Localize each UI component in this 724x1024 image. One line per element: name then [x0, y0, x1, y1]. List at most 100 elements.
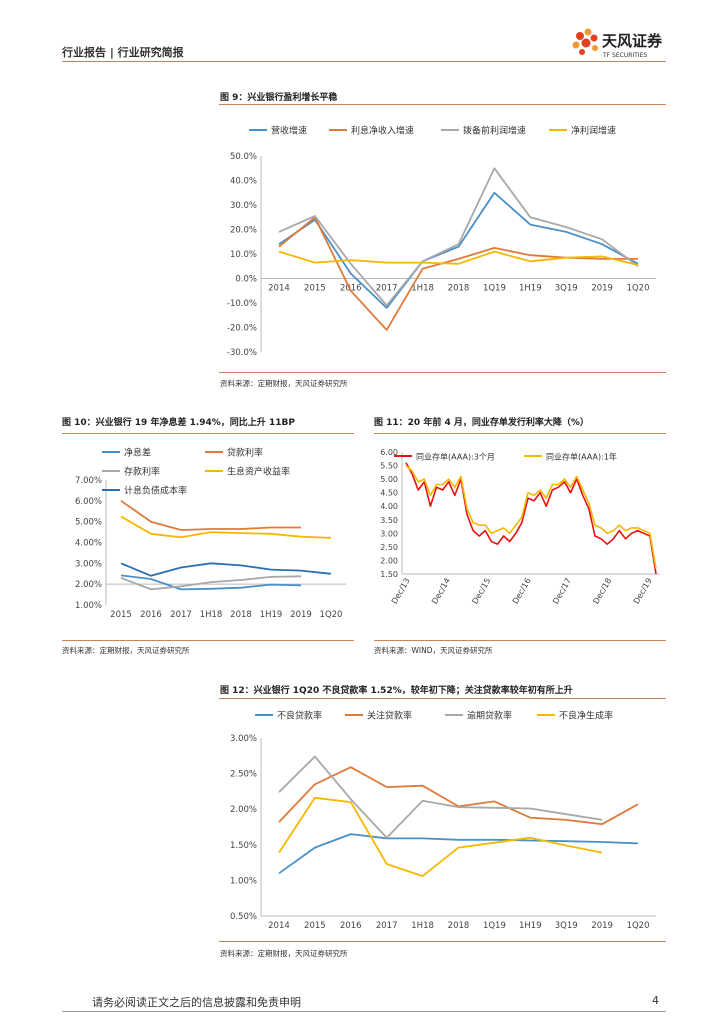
- x-tick-label: 1Q20: [320, 610, 343, 620]
- y-tick-label: 1.00%: [75, 601, 102, 611]
- x-tick-label: 2018: [230, 610, 252, 620]
- x-tick-label: 1Q19: [483, 921, 506, 931]
- figure-12-bottom-rule: [219, 941, 666, 942]
- figure-12-source: 资料来源：定期财报，天风证券研究所: [220, 949, 348, 958]
- figure-12-title-rule: [219, 698, 666, 699]
- logo-cn-text: 天风证券: [602, 32, 663, 50]
- x-tick-label: 2016: [340, 284, 362, 294]
- x-tick-label: 1H18: [411, 284, 434, 294]
- series-line-1: [405, 462, 657, 575]
- x-tick-label: 3Q19: [555, 921, 578, 931]
- legend-label: 贷款利率: [227, 447, 263, 459]
- y-tick-label: 3.50: [380, 516, 398, 525]
- y-tick-label: 0.50%: [230, 912, 257, 922]
- y-tick-label: -20.0%: [227, 324, 257, 334]
- y-tick-label: 2.00%: [230, 805, 257, 815]
- y-tick-label: 10.0%: [230, 250, 257, 260]
- figure-10-title-rule: [62, 433, 354, 434]
- legend-label: 拨备前利润增速: [463, 125, 526, 137]
- x-tick-label: Dec/14: [430, 577, 452, 606]
- x-tick-label: 2014: [268, 921, 290, 931]
- series-line-3: [120, 575, 302, 591]
- legend-label: 营收增速: [271, 125, 307, 137]
- figure-10-bottom-rule: [62, 640, 354, 641]
- x-tick-label: Dec/17: [551, 577, 573, 606]
- y-tick-label: 20.0%: [230, 226, 257, 236]
- x-tick-label: 1H19: [260, 610, 283, 620]
- y-tick-label: 4.00: [380, 502, 398, 511]
- legend-label: 净息差: [124, 447, 151, 459]
- figure-11-title: 图 11：20 年前 4 月，同业存单发行利率大降（%）: [374, 418, 589, 428]
- y-tick-label: 40.0%: [230, 177, 257, 187]
- series-line-1: [278, 833, 639, 875]
- x-tick-label: Dec/19: [632, 577, 654, 606]
- x-tick-label: 1Q19: [483, 284, 506, 294]
- x-tick-label: 2019: [591, 284, 613, 294]
- y-tick-label: 1.50%: [230, 841, 257, 851]
- figure-10-title: 图 10：兴业银行 19 年净息差 1.94%，同比上升 11BP: [62, 418, 295, 428]
- y-tick-label: 4.50: [380, 489, 398, 498]
- x-tick-label: 2019: [290, 610, 312, 620]
- x-tick-label: Dec/18: [591, 577, 613, 606]
- figure-9-bottom-rule: [219, 372, 666, 373]
- x-tick-label: Dec/13: [390, 577, 412, 606]
- figure-9-chart: 50.0% 40.0% 30.0% 20.0% 10.0% 0.0% -10.0% -20.0…: [227, 125, 656, 358]
- figure-12-chart: 3.00% 2.50% 2.00% 1.50% 1.00% 0.50% 2014 2015 20…: [230, 710, 656, 931]
- legend-label: 生息资产收益率: [227, 466, 290, 478]
- y-tick-label: 3.00: [380, 529, 398, 538]
- x-tick-label: 2015: [304, 284, 326, 294]
- x-tick-label: 2019: [591, 921, 613, 931]
- company-logo: 天风证券 TF SECURITIES: [568, 26, 678, 62]
- flower-logo-icon: [572, 28, 598, 55]
- x-tick-label: Dec/16: [511, 577, 533, 606]
- footer-disclaimer: 请务必阅读正文之后的信息披露和免责申明: [92, 996, 301, 1009]
- series-line-2: [405, 465, 657, 569]
- x-tick-label: 1Q20: [627, 284, 650, 294]
- y-tick-label: -30.0%: [227, 348, 257, 358]
- legend-label: 净利润增速: [571, 125, 616, 137]
- y-tick-label: 6.00: [380, 448, 398, 457]
- y-tick-label: 3.00%: [75, 559, 102, 569]
- series-line-2: [278, 216, 638, 331]
- figure-9-title-rule: [219, 104, 666, 105]
- figure-10-chart: 7.00% 6.00% 5.00% 4.00% 3.00% 2.00% 1.00% 2015 2…: [75, 447, 346, 620]
- figure-9-source: 资料来源：定期财报，天风证券研究所: [220, 379, 348, 388]
- y-tick-label: 2.50: [380, 543, 398, 552]
- x-tick-label: 2017: [376, 284, 398, 294]
- series-line-4: [120, 515, 332, 539]
- legend-label: 不良净生成率: [559, 710, 613, 722]
- y-tick-label: -10.0%: [227, 299, 257, 309]
- x-tick-label: 2017: [376, 921, 398, 931]
- series-line-2: [278, 766, 639, 826]
- x-tick-label: 2016: [140, 610, 162, 620]
- series-line-3: [278, 755, 603, 839]
- x-tick-label: 2016: [340, 921, 362, 931]
- series-line-4: [278, 250, 639, 266]
- figure-11-bottom-rule: [374, 640, 666, 641]
- x-tick-label: 1H18: [411, 921, 434, 931]
- x-tick-label: 1Q20: [627, 921, 650, 931]
- legend-label: 同业存单(AAA):1年: [546, 452, 617, 462]
- x-tick-label: 2018: [448, 921, 470, 931]
- series-line-4: [278, 796, 603, 877]
- y-tick-label: 2.00: [380, 556, 398, 565]
- logo-en-text: TF SECURITIES: [602, 52, 647, 59]
- legend-label: 关注贷款率: [367, 710, 412, 722]
- y-tick-label: 5.00: [380, 475, 398, 484]
- y-tick-label: 1.50: [380, 570, 398, 579]
- x-tick-label: 2014: [268, 284, 290, 294]
- x-tick-label: 1H19: [519, 921, 542, 931]
- y-tick-label: 0.0%: [235, 275, 257, 285]
- y-tick-label: 5.50: [380, 462, 398, 471]
- y-tick-label: 3.00%: [230, 734, 257, 744]
- y-tick-label: 7.00%: [75, 476, 102, 486]
- series-line-2: [120, 500, 301, 531]
- x-tick-label: 1H19: [519, 284, 542, 294]
- page-number: 4: [652, 994, 659, 1007]
- x-tick-label: 2017: [170, 610, 192, 620]
- legend-label: 不良贷款率: [277, 710, 322, 722]
- figure-10-source: 资料来源：定期财报，天风证券研究所: [62, 646, 190, 655]
- header-rule: [62, 61, 666, 62]
- figure-11-chart: 6.00 5.50 5.00 4.50 4.00 3.50 3.00 2.50 2.00 1.50…: [380, 448, 660, 606]
- series-line-1: [278, 191, 639, 309]
